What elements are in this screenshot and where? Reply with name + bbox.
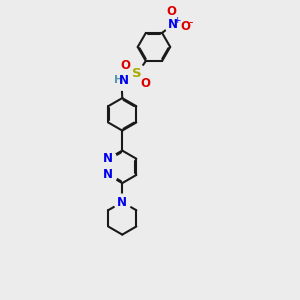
Text: N: N bbox=[117, 196, 127, 208]
Text: N: N bbox=[103, 169, 113, 182]
Text: N: N bbox=[103, 152, 113, 165]
Text: N: N bbox=[119, 74, 129, 87]
Text: -: - bbox=[188, 16, 193, 29]
Text: N: N bbox=[168, 18, 178, 31]
Text: S: S bbox=[132, 68, 142, 80]
Text: O: O bbox=[141, 77, 151, 90]
Text: O: O bbox=[166, 5, 176, 18]
Text: H: H bbox=[115, 75, 124, 85]
Text: O: O bbox=[120, 59, 130, 72]
Text: O: O bbox=[180, 20, 190, 33]
Text: +: + bbox=[173, 16, 180, 25]
